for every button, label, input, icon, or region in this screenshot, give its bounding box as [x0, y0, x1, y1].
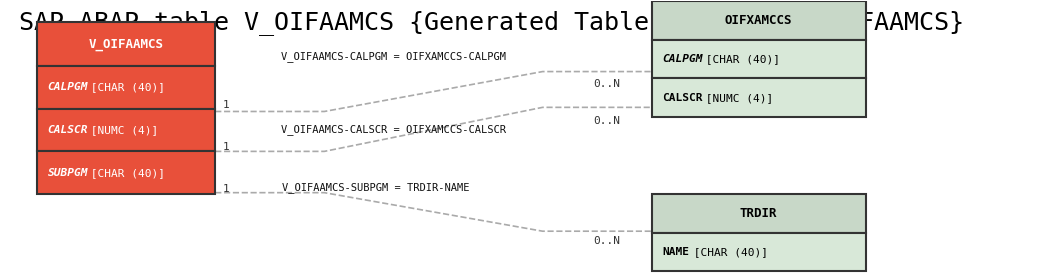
Text: V_OIFAAMCS: V_OIFAAMCS	[89, 38, 164, 51]
Text: [CHAR (40)]: [CHAR (40)]	[85, 82, 165, 92]
Text: TRDIR: TRDIR	[740, 207, 777, 220]
Text: [NUMC (4)]: [NUMC (4)]	[699, 93, 773, 103]
Text: 1: 1	[223, 184, 229, 194]
Text: 0..N: 0..N	[594, 79, 621, 89]
Bar	[37, 22, 215, 66]
Text: CALSCR: CALSCR	[663, 93, 703, 103]
Text: [NUMC (4)]: [NUMC (4)]	[85, 125, 159, 135]
Text: 0..N: 0..N	[594, 116, 621, 126]
Bar	[37, 66, 215, 109]
Text: [CHAR (40)]: [CHAR (40)]	[688, 247, 768, 257]
Bar	[652, 78, 865, 117]
Text: V_OIFAAMCS-SUBPGM = TRDIR-NAME: V_OIFAAMCS-SUBPGM = TRDIR-NAME	[282, 182, 469, 193]
Bar	[652, 194, 865, 233]
Text: 1: 1	[223, 142, 229, 152]
Text: [CHAR (40)]: [CHAR (40)]	[85, 168, 165, 178]
Bar	[652, 233, 865, 271]
Text: CALPGM: CALPGM	[663, 54, 703, 64]
Bar	[652, 40, 865, 78]
Text: 0..N: 0..N	[594, 236, 621, 246]
Text: V_OIFAAMCS-CALPGM = OIFXAMCCS-CALPGM: V_OIFAAMCS-CALPGM = OIFXAMCCS-CALPGM	[281, 51, 506, 62]
Text: V_OIFAAMCS-CALSCR = OIFXAMCCS-CALSCR: V_OIFAAMCS-CALSCR = OIFXAMCCS-CALSCR	[281, 124, 506, 135]
Text: CALSCR: CALSCR	[48, 125, 88, 135]
Bar	[652, 1, 865, 40]
Text: SAP ABAP table V_OIFAAMCS {Generated Table for View V_OIFAAMCS}: SAP ABAP table V_OIFAAMCS {Generated Tab…	[19, 10, 965, 35]
Text: 1: 1	[223, 100, 229, 110]
Text: [CHAR (40)]: [CHAR (40)]	[699, 54, 780, 64]
Text: CALPGM: CALPGM	[48, 82, 88, 92]
Bar	[37, 109, 215, 152]
Text: NAME: NAME	[663, 247, 690, 257]
Text: SUBPGM: SUBPGM	[48, 168, 88, 178]
Bar	[37, 152, 215, 194]
Text: OIFXAMCCS: OIFXAMCCS	[725, 14, 792, 27]
